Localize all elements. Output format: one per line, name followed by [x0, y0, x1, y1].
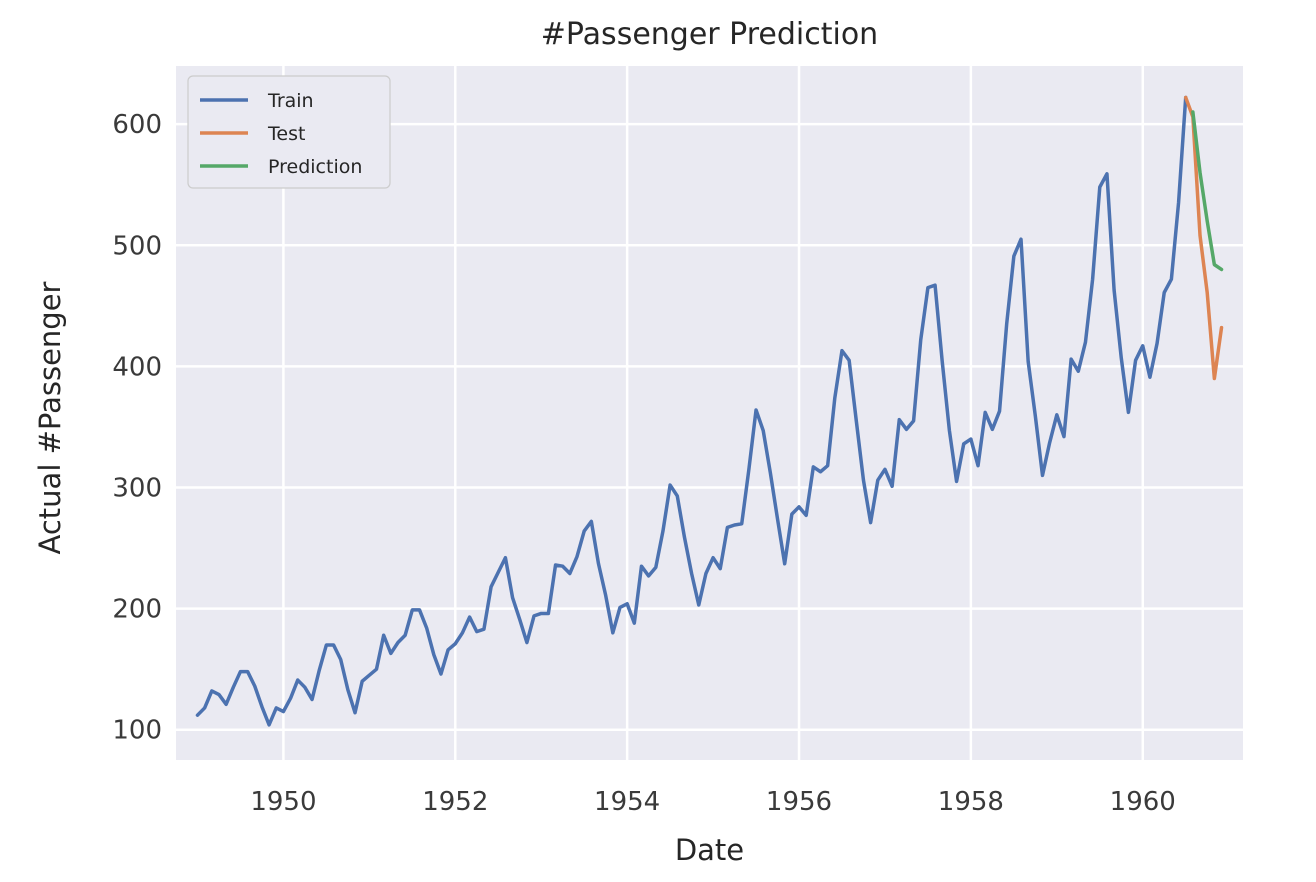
legend-label: Train [267, 90, 314, 112]
legend-box [187, 75, 391, 189]
x-tick-label: 1956 [766, 787, 832, 817]
y-tick-label: 400 [112, 352, 162, 382]
legend-label: Prediction [268, 156, 362, 178]
y-axis-label: Actual #Passenger [33, 281, 67, 554]
legend-item-test: Test [200, 123, 305, 145]
y-tick-label: 300 [112, 473, 162, 503]
series-layer [195, 95, 1224, 727]
series-prediction [1191, 110, 1224, 272]
series-line-train [195, 95, 1188, 727]
series-train [195, 95, 1188, 727]
y-tick-label: 100 [112, 716, 162, 746]
x-tick-label: 1954 [594, 787, 660, 817]
series-line-prediction [1191, 110, 1224, 272]
legend-item-prediction: Prediction [200, 156, 362, 178]
y-tick-label: 200 [112, 595, 162, 625]
grid-lines [176, 66, 1243, 760]
legend: Train Test Prediction [187, 75, 391, 189]
x-axis-label: Date [675, 833, 744, 867]
tick-labels: 1950 1952 1954 1956 1958 1960 100 200 300 400 500 6… [112, 110, 1175, 817]
legend-label: Test [267, 123, 305, 145]
y-tick-label: 500 [112, 231, 162, 261]
x-tick-label: 1950 [250, 787, 316, 817]
legend-item-train: Train [200, 90, 314, 112]
x-tick-label: 1960 [1110, 787, 1176, 817]
chart-title: #Passenger Prediction [541, 17, 878, 52]
x-tick-label: 1952 [422, 787, 488, 817]
x-tick-label: 1958 [938, 787, 1004, 817]
y-tick-label: 600 [112, 110, 162, 140]
